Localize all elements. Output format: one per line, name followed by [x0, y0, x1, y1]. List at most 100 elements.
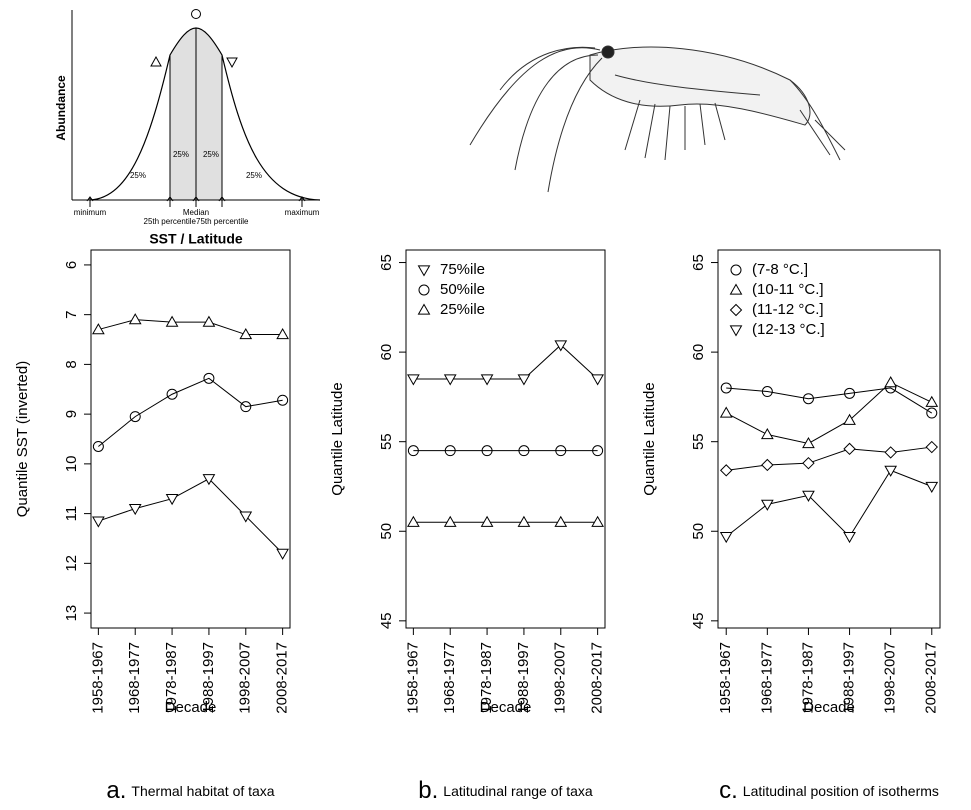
- point: [518, 445, 530, 457]
- legend-marker: [417, 265, 431, 277]
- point: [277, 394, 289, 406]
- arrows: [86, 196, 306, 207]
- point: [407, 374, 420, 386]
- legend-label: (10-11 °C.]: [752, 281, 824, 298]
- y-tick-label: 65: [690, 254, 707, 271]
- legend-marker: [729, 303, 743, 317]
- caption-text: Latitudinal range of taxa: [443, 783, 593, 799]
- point: [481, 445, 493, 457]
- x-tick-label: 2008-2017: [274, 642, 291, 714]
- schematic-marker: [150, 55, 162, 67]
- point: [591, 374, 604, 386]
- point: [240, 401, 252, 413]
- x-tick-label: 1958-1967: [717, 642, 734, 714]
- series-line: [98, 319, 283, 336]
- y-axis-label: Quantile Latitude: [329, 382, 346, 495]
- point: [843, 442, 856, 456]
- legend-label: 50%ile: [440, 281, 485, 298]
- point: [761, 458, 774, 472]
- point: [202, 315, 216, 327]
- caption-letter: c.: [719, 777, 738, 804]
- y-tick-label: 6: [63, 261, 80, 269]
- point: [239, 328, 253, 340]
- p25-label: 25th percentile: [144, 217, 197, 226]
- x-tick-label: 1978-1987: [163, 642, 180, 714]
- legend-label: (7-8 °C.]: [752, 261, 808, 278]
- y-tick-label: 9: [63, 410, 80, 418]
- share-label: 25%: [173, 150, 189, 159]
- legend-marker: [730, 264, 742, 276]
- series-line: [725, 381, 932, 445]
- point: [760, 428, 774, 440]
- point: [843, 413, 856, 425]
- point: [166, 388, 178, 400]
- schematic-x-label: SST / Latitude: [149, 231, 243, 247]
- point: [555, 445, 567, 457]
- y-tick-label: 50: [690, 523, 707, 540]
- point: [761, 386, 773, 398]
- schematic-marker: [226, 57, 238, 69]
- x-tick-label: 1988-1997: [841, 642, 858, 714]
- point: [276, 328, 289, 340]
- legend-marker: [417, 303, 431, 315]
- plot-frame: [717, 249, 941, 629]
- point: [443, 374, 457, 386]
- x-tick-label: 1958-1967: [89, 642, 106, 714]
- y-tick-label: 55: [378, 433, 395, 450]
- schematic-y-label: Abundance: [54, 75, 68, 141]
- point: [843, 532, 856, 544]
- caption-letter: b.: [418, 777, 438, 804]
- point: [443, 515, 457, 527]
- y-tick-label: 65: [378, 254, 395, 271]
- y-tick-label: 12: [63, 555, 80, 572]
- point: [884, 446, 897, 459]
- y-tick-label: 55: [690, 433, 707, 450]
- krill-illustration: [469, 45, 846, 193]
- x-tick-label: 2008-2017: [923, 642, 940, 714]
- x-tick-label: 1988-1997: [200, 642, 217, 714]
- caption: b. Latitudinal range of taxa: [418, 777, 593, 804]
- share-label: 25%: [130, 171, 146, 180]
- point: [591, 515, 604, 527]
- point: [480, 374, 494, 386]
- legend-label: 25%ile: [440, 301, 485, 318]
- point: [517, 374, 531, 386]
- point: [802, 393, 814, 405]
- plot-frame: [90, 249, 291, 629]
- x-tick-label: 1968-1977: [758, 642, 775, 714]
- series-line: [726, 387, 933, 414]
- schematic: Abundance SST / Latitude 25% 25% 25% 25%…: [54, 9, 321, 247]
- point: [92, 323, 105, 335]
- y-tick-label: 45: [378, 612, 395, 629]
- x-tick-label: 1988-1997: [515, 642, 532, 714]
- point: [884, 465, 898, 477]
- point: [760, 499, 774, 511]
- maximum-label: maximum: [285, 208, 320, 217]
- legend-marker: [418, 284, 430, 296]
- series-line: [98, 478, 283, 554]
- caption: a. Thermal habitat of taxa: [106, 777, 274, 804]
- point: [925, 440, 938, 454]
- point: [720, 464, 733, 477]
- x-tick-label: 1958-1967: [404, 642, 421, 714]
- point: [165, 494, 179, 506]
- point: [517, 515, 531, 527]
- point: [407, 445, 419, 457]
- caption-letter: a.: [106, 777, 126, 804]
- point: [925, 481, 939, 493]
- series-line: [413, 344, 598, 380]
- caption-text: Latitudinal position of isotherms: [743, 783, 939, 799]
- schematic-marker: [191, 9, 201, 19]
- y-tick-label: 8: [63, 360, 80, 368]
- point: [239, 511, 253, 523]
- share-label: 25%: [203, 150, 219, 159]
- point: [203, 372, 215, 384]
- y-tick-label: 45: [690, 612, 707, 629]
- y-tick-label: 13: [63, 605, 80, 622]
- legend-marker: [729, 325, 743, 337]
- median-label: Median: [183, 208, 209, 217]
- y-tick-label: 60: [690, 344, 707, 361]
- point: [129, 411, 141, 423]
- point: [128, 313, 142, 325]
- y-axis-label: Quantile SST (inverted): [14, 361, 31, 517]
